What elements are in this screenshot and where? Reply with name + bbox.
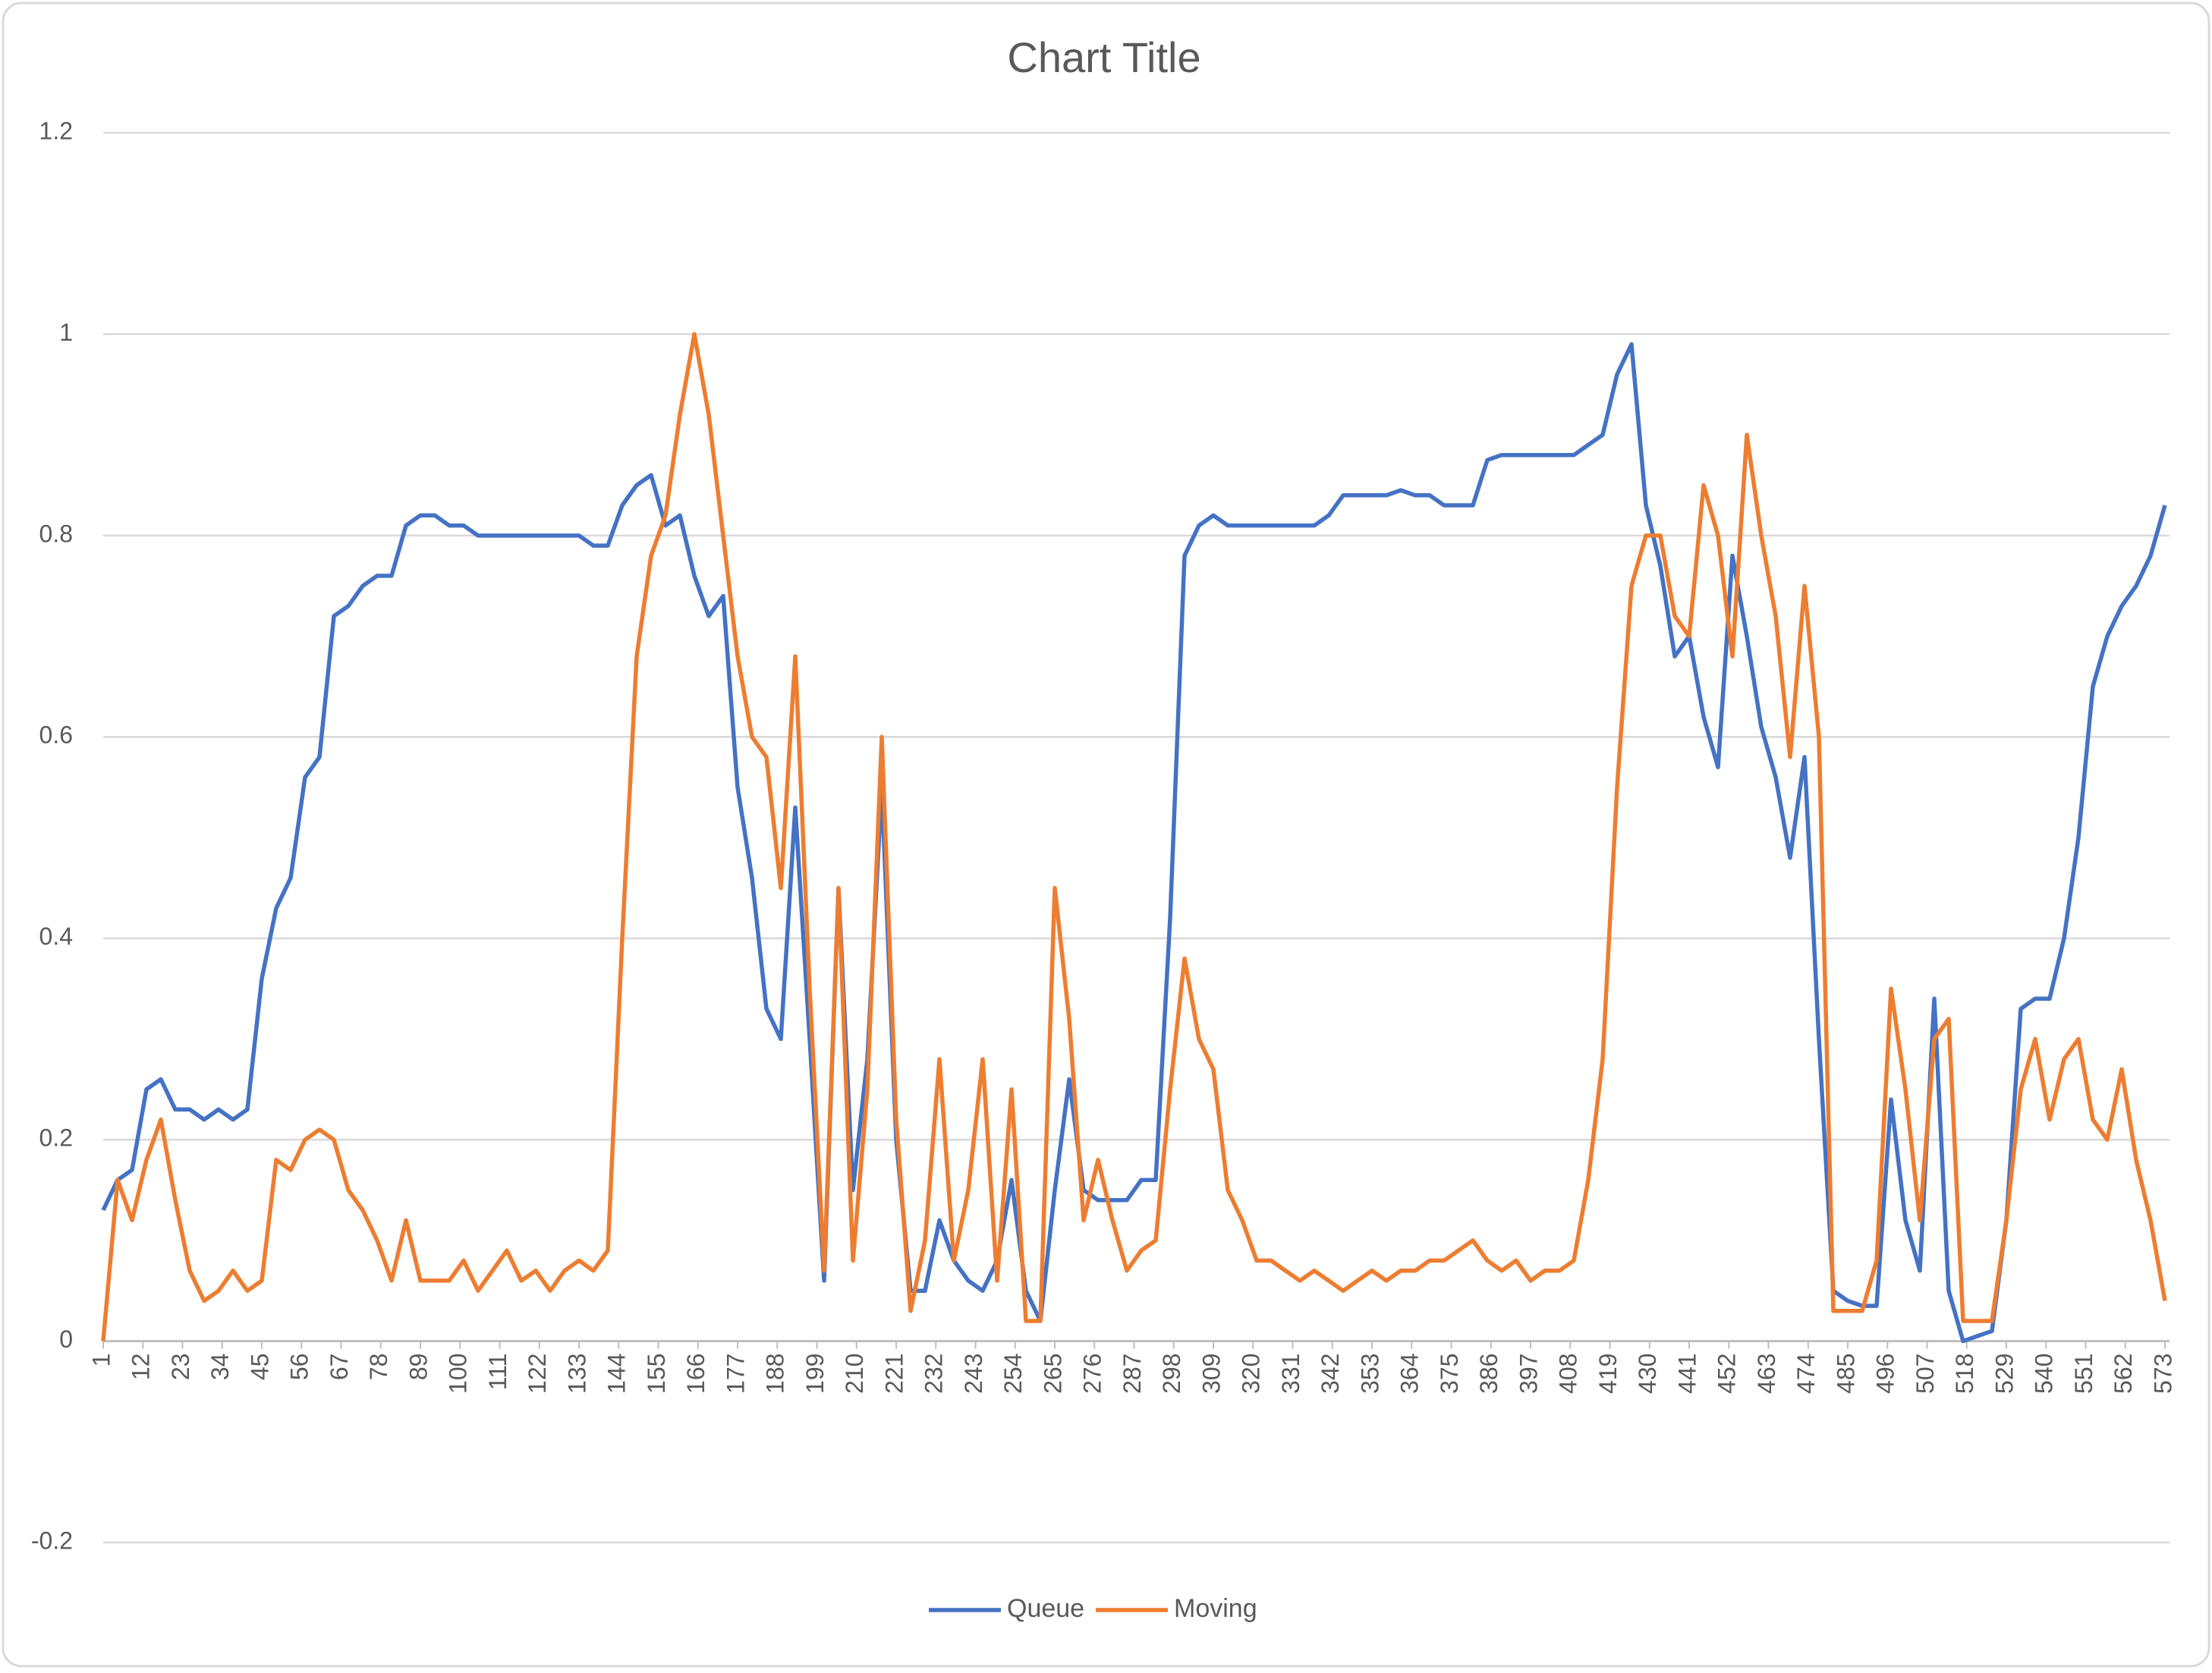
x-tick-label: 507 bbox=[1912, 1354, 1939, 1394]
x-tick-label: 540 bbox=[2031, 1354, 2058, 1394]
x-tick-label: 144 bbox=[603, 1354, 631, 1394]
x-tick-label: 133 bbox=[563, 1354, 590, 1394]
x-tick-label: 430 bbox=[1634, 1354, 1661, 1394]
x-tick-label: 111 bbox=[484, 1354, 511, 1391]
x-tick-label: 364 bbox=[1396, 1354, 1424, 1394]
y-tick-label: 0 bbox=[59, 1326, 73, 1353]
y-tick-label: 1.2 bbox=[39, 117, 73, 144]
x-tick-label: 287 bbox=[1119, 1354, 1146, 1394]
x-tick-label: 23 bbox=[167, 1354, 194, 1381]
x-tick-label: 243 bbox=[960, 1354, 987, 1394]
x-tick-label: 463 bbox=[1753, 1354, 1780, 1394]
x-tick-label: 298 bbox=[1158, 1354, 1185, 1394]
x-tick-label: 34 bbox=[206, 1354, 234, 1381]
series-line bbox=[101, 332, 2167, 1341]
x-tick-label: 309 bbox=[1197, 1354, 1225, 1394]
x-tick-label: 496 bbox=[1872, 1354, 1899, 1394]
x-tick-label: 265 bbox=[1039, 1354, 1066, 1394]
chart-title: Chart Title bbox=[1007, 33, 1200, 81]
y-tick-label: 1 bbox=[59, 319, 73, 346]
x-tick-label: 452 bbox=[1713, 1354, 1741, 1394]
x-tick-label: 232 bbox=[920, 1354, 948, 1394]
x-tick-label: 397 bbox=[1515, 1354, 1542, 1394]
x-tick-label: 166 bbox=[682, 1354, 710, 1394]
x-tick-label: 177 bbox=[722, 1354, 749, 1394]
x-tick-label: 221 bbox=[880, 1354, 908, 1394]
x-tick-label: 89 bbox=[404, 1354, 432, 1381]
x-tick-label: 12 bbox=[127, 1354, 155, 1381]
x-tick-label: 320 bbox=[1238, 1354, 1265, 1394]
x-tick-label: 199 bbox=[801, 1354, 829, 1394]
y-tick-label: -0.2 bbox=[31, 1527, 73, 1554]
x-tick-label: 353 bbox=[1356, 1354, 1383, 1394]
x-tick-label: 342 bbox=[1317, 1354, 1344, 1394]
x-tick-label: 155 bbox=[643, 1354, 670, 1394]
x-tick-label: 485 bbox=[1832, 1354, 1859, 1394]
y-tick-label: 0.8 bbox=[39, 520, 73, 547]
x-tick-label: 474 bbox=[1792, 1354, 1820, 1394]
x-tick-label: 529 bbox=[1990, 1354, 2018, 1394]
legend-label: Moving bbox=[1174, 1594, 1257, 1623]
x-tick-label: 331 bbox=[1277, 1354, 1304, 1394]
x-tick-label: 67 bbox=[326, 1354, 353, 1381]
x-tick-label: 56 bbox=[286, 1354, 313, 1381]
y-tick-label: 0.2 bbox=[39, 1124, 73, 1152]
x-tick-label: 573 bbox=[2149, 1354, 2176, 1394]
x-tick-label: 188 bbox=[762, 1354, 789, 1394]
x-tick-label: 386 bbox=[1475, 1354, 1502, 1394]
x-tick-label: 122 bbox=[524, 1354, 551, 1394]
x-tick-label: 276 bbox=[1079, 1354, 1106, 1394]
x-tick-label: 551 bbox=[2070, 1354, 2097, 1394]
y-tick-label: 0.4 bbox=[39, 923, 73, 950]
x-tick-label: 1 bbox=[87, 1354, 115, 1367]
x-tick-label: 518 bbox=[1951, 1354, 1978, 1394]
x-tick-label: 562 bbox=[2110, 1354, 2137, 1394]
legend-label: Queue bbox=[1007, 1594, 1084, 1623]
x-tick-label: 210 bbox=[841, 1354, 868, 1394]
x-tick-label: 441 bbox=[1673, 1354, 1701, 1394]
x-tick-label: 254 bbox=[999, 1354, 1027, 1394]
x-tick-label: 45 bbox=[246, 1354, 273, 1381]
x-tick-label: 78 bbox=[365, 1354, 392, 1381]
x-tick-label: 375 bbox=[1436, 1354, 1463, 1394]
x-tick-label: 100 bbox=[445, 1354, 472, 1394]
x-tick-label: 419 bbox=[1594, 1354, 1622, 1394]
y-tick-label: 0.6 bbox=[39, 722, 73, 749]
x-tick-label: 408 bbox=[1555, 1354, 1582, 1394]
series-line bbox=[101, 341, 2167, 1344]
